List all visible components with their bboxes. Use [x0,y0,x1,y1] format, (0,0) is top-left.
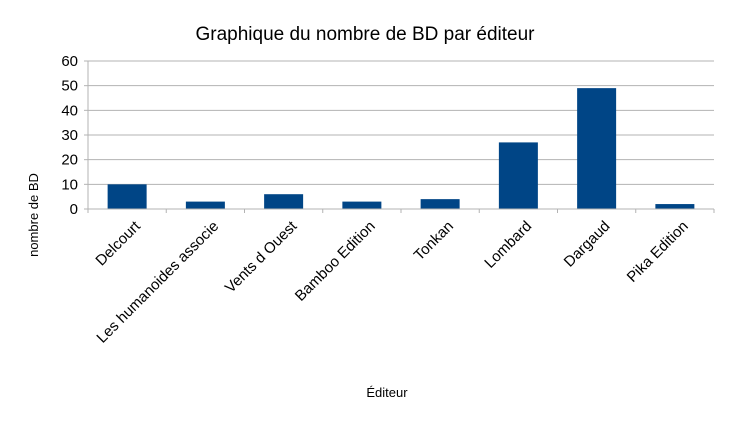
y-tick-label: 40 [61,102,78,119]
y-tick-label: 0 [70,201,78,218]
bar [342,201,382,209]
y-tick-labels: 0 10 20 30 40 50 60 [61,53,78,218]
x-tick-label: Bamboo Edition [292,218,379,305]
bars [107,88,695,209]
bar [420,199,460,209]
y-tick-label: 60 [61,53,78,70]
bar [107,184,147,209]
axes [84,60,715,213]
x-tick-label: Delcourt [92,217,144,269]
y-axis-label: nombre de BD [26,173,41,257]
x-tick-label: Pika Edition [624,218,692,286]
x-tick-label: Lombard [481,218,535,272]
chart-title: Graphique du nombre de BD par éditeur [195,24,535,45]
bar [185,201,225,209]
bar [264,194,304,209]
y-tick-label: 10 [61,176,78,193]
x-tick-label: Vents d Ouest [222,217,301,296]
x-tick-label: Dargaud [561,218,614,271]
bar [498,142,538,209]
x-tick-label: Tonkan [411,218,457,264]
y-tick-label: 50 [61,78,78,95]
gridlines [88,60,714,210]
bar [655,204,695,209]
y-tick-label: 30 [61,127,78,144]
bar [577,88,617,209]
x-axis-label: Éditeur [366,385,408,400]
y-tick-label: 20 [61,152,78,169]
